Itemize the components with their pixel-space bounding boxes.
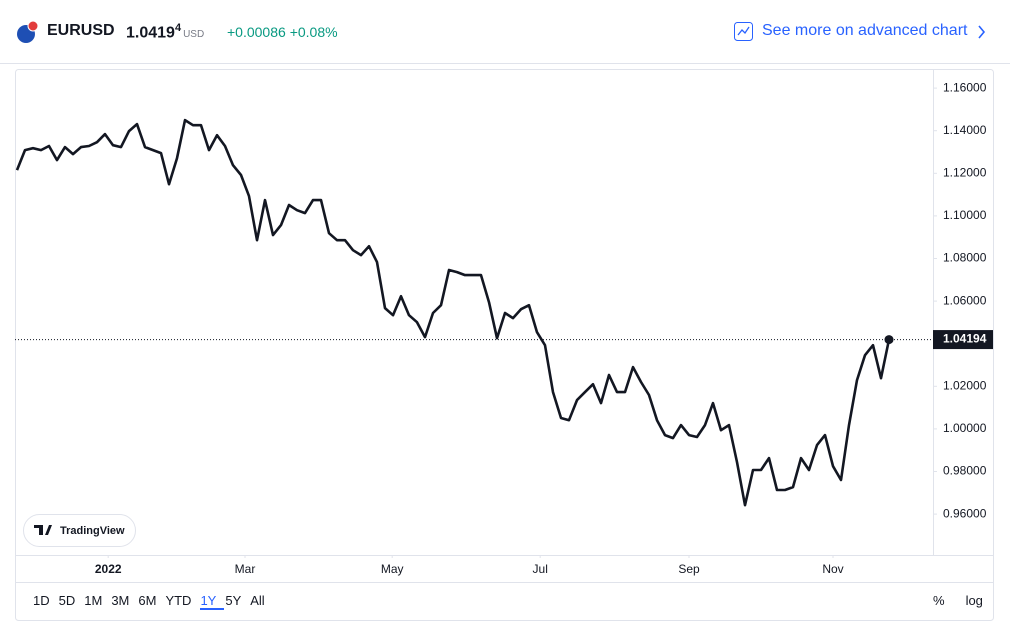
x-tick-label: Jul: [533, 562, 548, 576]
range-button[interactable]: 5Y: [225, 593, 242, 608]
symbol: EURUSD: [47, 22, 115, 39]
scale-toggle[interactable]: %: [933, 593, 945, 608]
x-tick-label: Mar: [235, 562, 256, 576]
last-price-label: 1.04194: [943, 332, 987, 346]
x-tick-label: May: [381, 562, 404, 576]
flag-icon: [17, 20, 39, 43]
range-button[interactable]: 1M: [84, 593, 103, 608]
advanced-chart-link[interactable]: See more on advanced chart: [762, 22, 968, 39]
currency: USD: [183, 29, 205, 41]
chart-link-icon: [734, 22, 753, 41]
range-button[interactable]: 6M: [138, 593, 157, 608]
price-sup: 4: [174, 22, 182, 34]
last-point: [884, 335, 894, 345]
y-tick-label: 1.14000: [943, 123, 987, 137]
y-tick-label: 1.06000: [943, 293, 987, 307]
y-tick-label: 1.02000: [943, 378, 987, 392]
y-tick-label: 1.12000: [943, 165, 987, 179]
y-tick-label: 0.98000: [943, 464, 987, 478]
y-tick-label: 0.96000: [943, 506, 987, 520]
y-tick-label: 1.16000: [943, 80, 987, 94]
range-button[interactable]: YTD: [165, 593, 192, 608]
range-button[interactable]: All: [250, 593, 265, 608]
range-bar: 1D 5D 1M 3M 6M YTD 1Y 5Y All: [33, 593, 274, 610]
range-button[interactable]: 1Y: [200, 593, 225, 610]
y-tick-label: 1.00000: [943, 421, 987, 435]
change-pct: +0.08%: [289, 24, 338, 40]
watermark-badge: [23, 514, 136, 547]
chevron: [978, 25, 986, 39]
last-price-tag: [933, 330, 993, 350]
price: 1.04194USD: [126, 22, 204, 42]
range-button[interactable]: 3M: [111, 593, 130, 608]
change: +0.00086 +0.08%: [227, 24, 338, 40]
price-line: [15, 118, 891, 507]
change-abs: +0.00086: [227, 24, 286, 40]
x-tick-label: 2022: [95, 562, 122, 576]
y-tick-label: 1.10000: [943, 208, 987, 222]
range-button[interactable]: 1D: [33, 593, 50, 608]
scale-toggle[interactable]: log: [965, 593, 983, 608]
scale-toggles: % log: [933, 593, 990, 608]
x-tick-label: Nov: [822, 562, 843, 576]
watermark-logo: [34, 525, 52, 535]
chart-link-icon-line: [737, 26, 750, 36]
range-button[interactable]: 5D: [58, 593, 76, 608]
watermark: TradingView: [60, 525, 125, 537]
price-main: 1.0419: [126, 24, 175, 42]
x-tick-label: Sep: [678, 562, 700, 576]
y-tick-label: 1.08000: [943, 251, 987, 265]
chart-frame: [15, 69, 994, 621]
